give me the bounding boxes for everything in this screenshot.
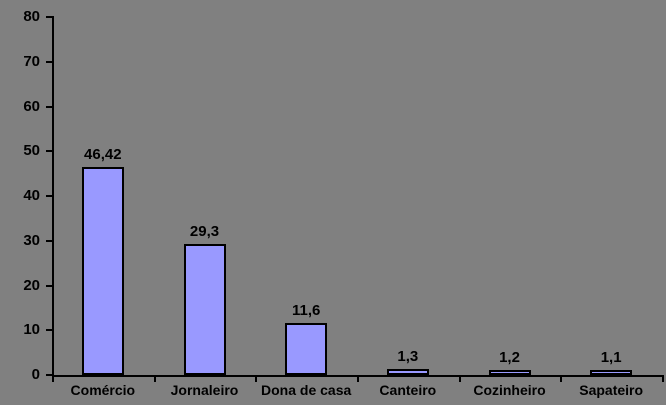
category-label: Jornaleiro [170, 382, 239, 398]
bar [386, 369, 429, 375]
y-tick [46, 374, 54, 376]
bar [183, 243, 226, 375]
y-tick-label: 10 [23, 321, 40, 339]
y-tick-label: 20 [23, 276, 40, 294]
category-label: Canteiro [379, 382, 437, 398]
category-label: Sapateiro [579, 382, 644, 398]
y-tick-label: 0 [31, 366, 40, 383]
y-tick-label: 30 [23, 231, 40, 249]
bar-value-label: 1,1 [600, 349, 622, 367]
y-tick-label: 80 [23, 8, 40, 25]
bar-value-label: 11,6 [291, 302, 321, 320]
y-tick-label: 70 [23, 52, 40, 70]
y-tick [46, 150, 54, 153]
y-tick-label: 40 [23, 187, 40, 204]
x-tick [52, 375, 54, 382]
category-label: Comércio [70, 382, 136, 398]
y-tick [46, 284, 54, 287]
bar-value-label: 1,3 [397, 348, 419, 366]
y-tick [46, 329, 54, 332]
bar [590, 370, 633, 376]
x-tick [662, 375, 664, 382]
y-tick [46, 195, 54, 197]
bar-value-label: 46,42 [84, 146, 122, 164]
y-tick [46, 105, 54, 108]
y-tick-label: 50 [23, 142, 40, 160]
x-tick [458, 375, 461, 382]
category-label: Cozinheiro [473, 382, 546, 398]
bar [285, 323, 328, 375]
x-tick [560, 375, 563, 382]
y-tick [46, 239, 54, 242]
bar-value-label: 29,3 [189, 222, 220, 240]
y-tick-label: 60 [23, 97, 40, 115]
y-tick [46, 16, 54, 18]
bar-value-label: 1,2 [499, 348, 520, 366]
x-tick [255, 375, 258, 382]
bar [81, 167, 124, 375]
x-tick [357, 375, 359, 382]
y-tick [46, 60, 54, 63]
x-tick [153, 375, 156, 382]
bar [488, 369, 531, 375]
category-label: Dona de casa [261, 382, 352, 398]
